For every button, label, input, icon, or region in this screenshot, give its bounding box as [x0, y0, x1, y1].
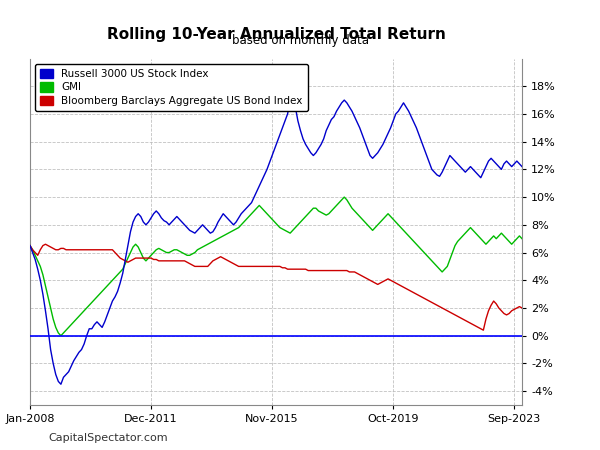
Title: Rolling 10-Year Annualized Total Return: Rolling 10-Year Annualized Total Return — [107, 27, 445, 42]
Text: CapitalSpectator.com: CapitalSpectator.com — [48, 433, 167, 443]
Legend: Russell 3000 US Stock Index, GMI, Bloomberg Barclays Aggregate US Bond Index: Russell 3000 US Stock Index, GMI, Bloomb… — [35, 64, 308, 111]
Text: based on monthly data: based on monthly data — [232, 34, 368, 47]
